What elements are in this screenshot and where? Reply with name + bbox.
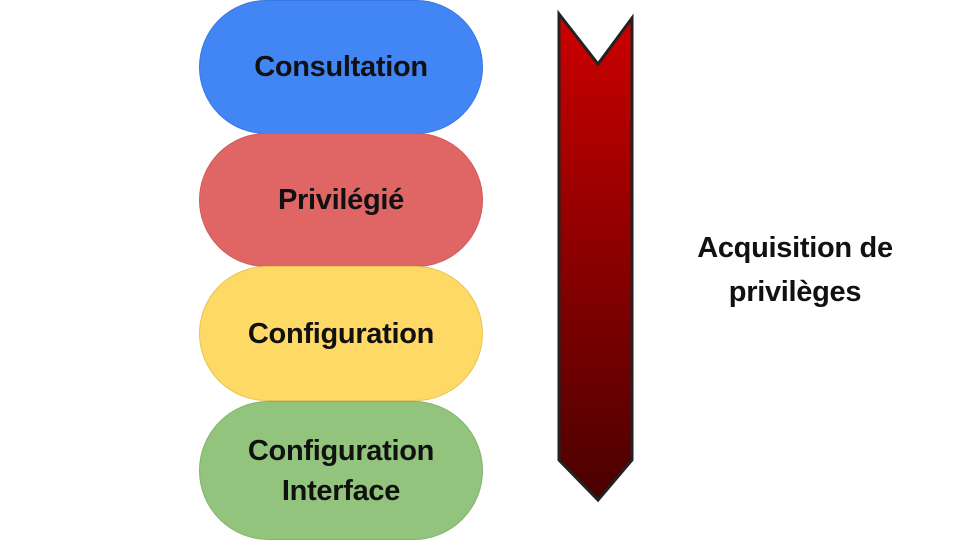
mode-configuration-interface: Configuration Interface [199,401,483,540]
mode-consultation: Consultation [199,0,483,134]
privilege-arrow [557,9,634,503]
mode-privilegie: Privilégié [199,133,483,267]
mode-configuration-interface-label: Configuration Interface [247,434,435,507]
mode-consultation-label: Consultation [254,51,428,83]
arrow-label: Acquisition de privilèges [697,232,893,308]
arrow-shape [557,9,634,503]
mode-configuration: Configuration [199,266,483,401]
mode-configuration-label: Configuration [247,317,435,350]
mode-privilegie-label: Privilégié [278,184,404,216]
